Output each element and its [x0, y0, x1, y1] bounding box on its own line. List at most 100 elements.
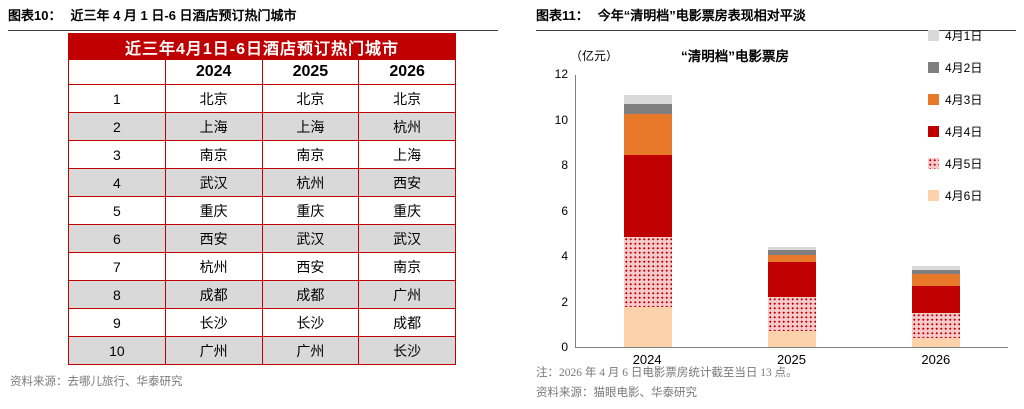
x-axis-label: 2025	[777, 352, 806, 367]
y-axis-unit-label: （亿元）	[570, 49, 619, 63]
legend-item: 4月2日	[928, 59, 982, 76]
chart-title: “清明档”电影票房	[681, 49, 789, 64]
legend-item: 4月6日	[928, 187, 982, 204]
rank-cell: 8	[68, 280, 166, 309]
y-axis-tick-label: 2	[561, 294, 568, 309]
bar-segment-4月5日	[912, 312, 960, 338]
bar-slot	[864, 266, 1008, 347]
table-row: 8 成都 成都 广州	[68, 280, 456, 309]
bar-segment-4月6日	[912, 337, 960, 347]
rank-cell: 6	[68, 224, 166, 253]
legend-swatch-4月3日	[928, 94, 939, 105]
figure-heading: 图表10： 近三年 4 月 1 日-6 日酒店预订热门城市	[8, 5, 498, 31]
legend-item: 4月1日	[928, 27, 982, 44]
hotel-ranking-table: 近三年4月1日-6日酒店预订热门城市 2024 2025 2026 1 北京 北京北…	[68, 33, 456, 365]
bar-segment-4月1日	[624, 94, 672, 104]
bar-segment-4月6日	[768, 331, 816, 347]
figure-label: 图表10：	[8, 8, 62, 23]
city-cell: 杭州	[261, 168, 360, 197]
city-cell: 重庆	[164, 196, 263, 225]
bar-segment-4月3日	[768, 254, 816, 262]
city-cell: 广州	[358, 280, 456, 309]
year-header-2025: 2025	[261, 59, 360, 85]
bar-segment-4月1日	[768, 246, 816, 251]
city-cell: 长沙	[358, 336, 456, 365]
table-row: 7 杭州 西安 南京	[68, 252, 456, 281]
legend-label: 4月4日	[945, 125, 983, 139]
city-cell: 上海	[358, 140, 456, 169]
city-cell: 广州	[164, 336, 263, 365]
city-cell: 南京	[164, 140, 263, 169]
year-header-2024: 2024	[164, 59, 263, 85]
city-cell: 长沙	[164, 308, 263, 337]
legend-label: 4月2日	[945, 61, 983, 75]
rank-column-header	[68, 59, 166, 85]
chart-legend: 4月1日 4月2日 4月3日 4月4日 4月5日 4月6日	[928, 27, 982, 219]
table-row: 1 北京 北京 北京	[68, 84, 456, 113]
bar-segment-4月4日	[912, 285, 960, 313]
city-cell: 杭州	[358, 112, 456, 141]
city-cell: 北京	[164, 84, 263, 113]
table-row: 3 南京 南京 上海	[68, 140, 456, 169]
x-axis-label: 2026	[921, 352, 951, 367]
y-axis-tick-label: 0	[561, 340, 568, 354]
rank-cell: 4	[68, 168, 166, 197]
city-table-body: 1 北京 北京 北京 2 上海 上海 杭州 3 南京 南京 上海 4 武汉 杭州 西安 5 重庆 重庆 重庆 6 西安 武汉…	[68, 84, 456, 365]
figure-title: 今年“清明档”电影票房表现相对平淡	[597, 8, 806, 23]
y-axis-tick-label: 12	[554, 67, 568, 81]
footnote: 注：2026 年 4 月 6 日电影票房统计截至当日 13 点。	[536, 367, 798, 379]
city-cell: 成都	[358, 308, 456, 337]
figure-label: 图表11：	[536, 8, 589, 23]
rank-cell: 1	[68, 84, 166, 113]
city-cell: 广州	[261, 336, 360, 365]
table-title-row: 近三年4月1日-6日酒店预订热门城市	[68, 33, 456, 60]
city-cell: 成都	[261, 280, 360, 309]
legend-label: 4月1日	[945, 29, 983, 43]
city-cell: 北京	[358, 84, 456, 113]
box-office-chart-figure: 图表11： 今年“清明档”电影票房表现相对平淡 （亿元） “清明档”电影票房 0 2…	[520, 0, 1024, 409]
figure-heading: 图表11： 今年“清明档”电影票房表现相对平淡	[536, 5, 1016, 31]
legend-swatch-4月2日	[928, 62, 939, 73]
city-cell: 西安	[261, 252, 360, 281]
stacked-bar-2024	[624, 94, 672, 347]
source-note: 资料来源：去哪儿旅行、华泰研究	[10, 376, 183, 388]
city-cell: 西安	[358, 168, 456, 197]
legend-swatch-4月1日	[928, 30, 939, 41]
table-row: 5 重庆 重庆 重庆	[68, 196, 456, 225]
city-cell: 北京	[261, 84, 360, 113]
legend-label: 4月5日	[945, 157, 983, 171]
table-header-row: 2024 2025 2026	[68, 59, 456, 85]
bar-segment-4月4日	[768, 261, 816, 297]
city-cell: 成都	[164, 280, 263, 309]
table-row: 4 武汉 杭州 西安	[68, 168, 456, 197]
y-axis-tick-label: 8	[561, 158, 568, 172]
bar-segment-4月2日	[768, 250, 816, 255]
bar-segment-4月1日	[912, 266, 960, 270]
legend-item: 4月4日	[928, 123, 982, 140]
rank-cell: 10	[68, 336, 166, 365]
legend-swatch-4月4日	[928, 126, 939, 137]
bar-segment-4月3日	[912, 274, 960, 286]
city-cell: 武汉	[164, 168, 263, 197]
plot-area: 0 2 4 6 8 10 12	[555, 67, 1008, 354]
y-axis-tick-label: 4	[561, 249, 568, 263]
stacked-bar-2026	[912, 266, 960, 347]
city-cell: 西安	[164, 224, 263, 253]
rank-cell: 2	[68, 112, 166, 141]
bar-slot	[720, 246, 864, 347]
legend-label: 4月6日	[945, 189, 983, 203]
stacked-bar-2025	[768, 246, 816, 347]
table-row: 10 广州 广州 长沙	[68, 336, 456, 365]
year-header-2026: 2026	[358, 59, 456, 85]
bar-segment-4月5日	[768, 296, 816, 332]
city-cell: 重庆	[261, 196, 360, 225]
source-note: 资料来源：猫眼电影、华泰研究	[536, 387, 697, 399]
city-cell: 长沙	[261, 308, 360, 337]
rank-cell: 3	[68, 140, 166, 169]
legend-label: 4月3日	[945, 93, 983, 107]
legend-swatch-4月5日	[928, 158, 939, 169]
bar-segment-4月2日	[912, 269, 960, 275]
table-row: 9 长沙 长沙 成都	[68, 308, 456, 337]
city-cell: 上海	[164, 112, 263, 141]
